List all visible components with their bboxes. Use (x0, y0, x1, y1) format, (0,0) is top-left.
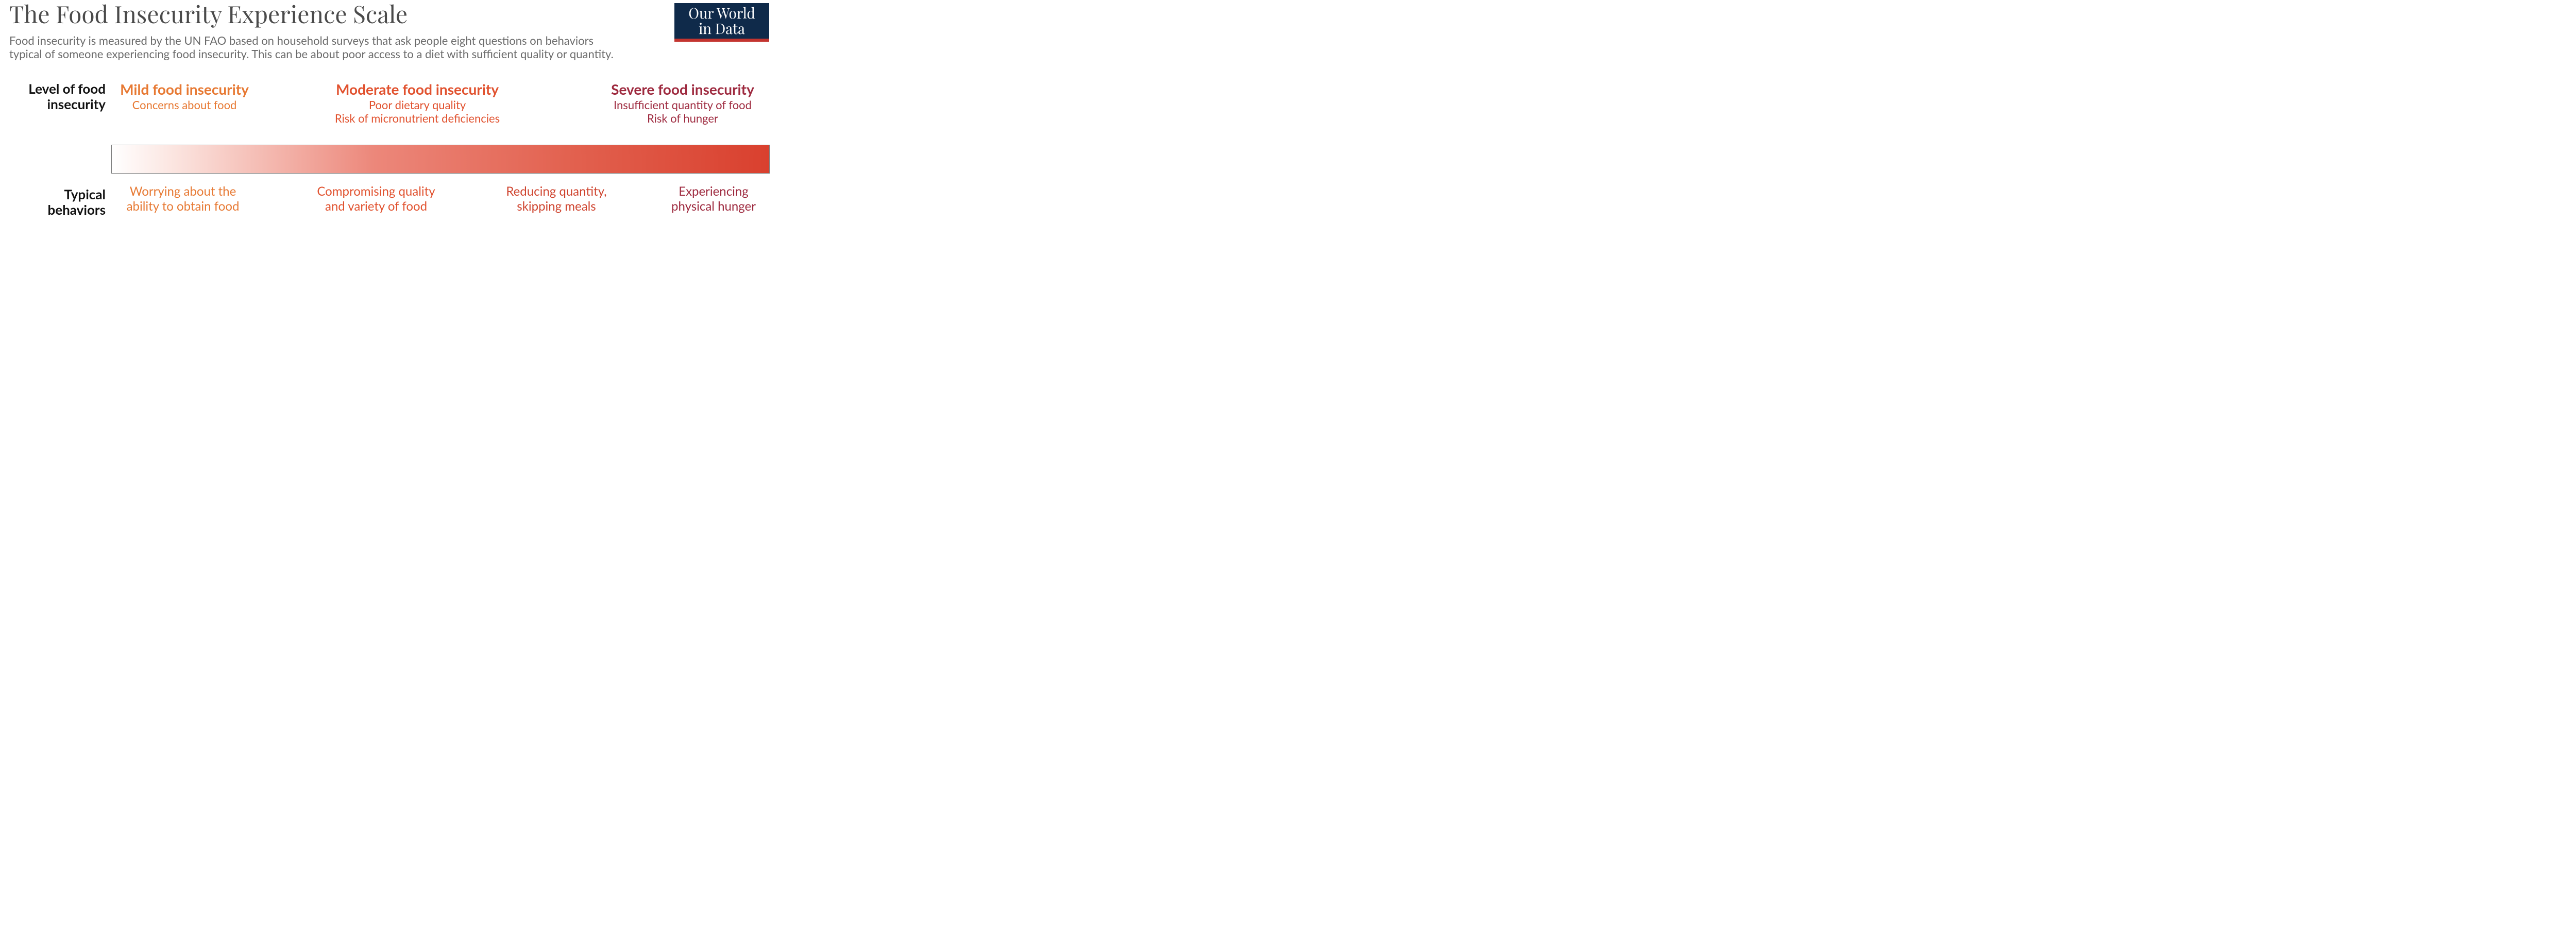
level-subtitle-2: Insufficient quantity of foodRisk of hun… (592, 98, 773, 126)
infographic-root: The Food Insecurity Experience Scale Foo… (0, 0, 778, 231)
severity-gradient-bar (111, 145, 770, 174)
level-1: Moderate food insecurityPoor dietary qua… (304, 81, 531, 126)
row-label-behaviors: Typicalbehaviors (0, 187, 106, 218)
level-subtitle-0: Concerns about food (112, 98, 257, 112)
logo-line-2: in Data (674, 21, 769, 36)
level-title-0: Mild food insecurity (112, 81, 257, 97)
behavior-2: Reducing quantity,skipping meals (489, 184, 623, 214)
row-label-levels: Level of foodinsecurity (0, 81, 106, 112)
level-2: Severe food insecurityInsufficient quant… (592, 81, 773, 126)
owid-logo: Our World in Data (674, 3, 769, 42)
page-subtitle: Food insecurity is measured by the UN FA… (9, 34, 614, 61)
page-title: The Food Insecurity Experience Scale (9, 0, 408, 29)
level-0: Mild food insecurityConcerns about food (112, 81, 257, 112)
level-title-1: Moderate food insecurity (304, 81, 531, 97)
behavior-3: Experiencingphysical hunger (654, 184, 773, 214)
behavior-1: Compromising qualityand variety of food (299, 184, 453, 214)
level-subtitle-1: Poor dietary qualityRisk of micronutrien… (304, 98, 531, 126)
level-title-2: Severe food insecurity (592, 81, 773, 97)
severity-gradient-fill (112, 145, 769, 173)
behavior-0: Worrying about theability to obtain food (116, 184, 250, 214)
